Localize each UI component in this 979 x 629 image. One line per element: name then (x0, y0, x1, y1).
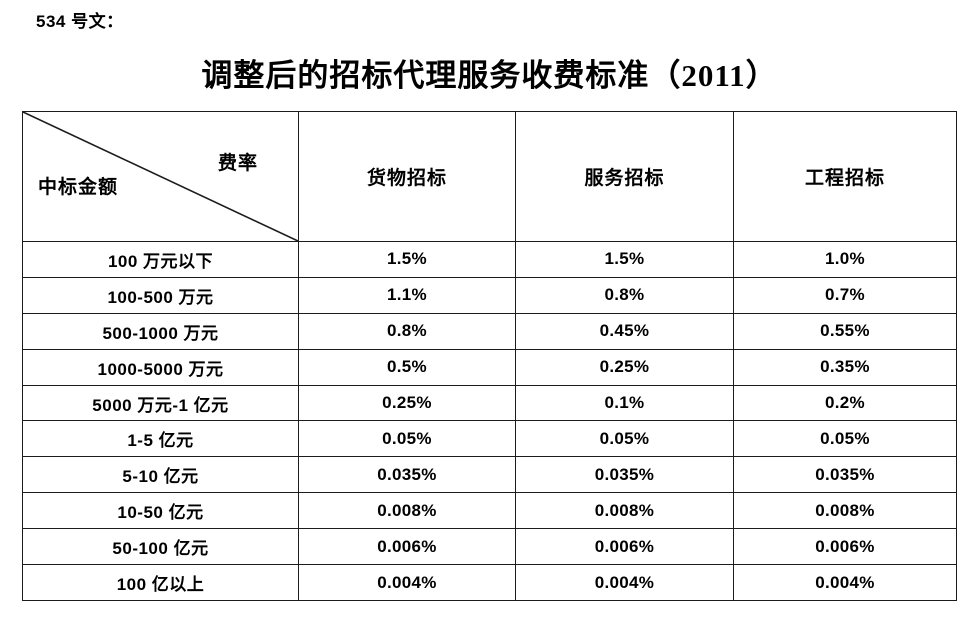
rate-cell: 0.8% (515, 276, 734, 314)
rate-cell: 0.55% (733, 312, 957, 350)
rate-cell: 0.25% (298, 384, 516, 422)
rate-cell: 1.5% (298, 241, 516, 278)
rate-cell: 0.004% (298, 564, 516, 601)
rate-cell: 1.5% (515, 241, 734, 278)
corner-diagonal-container: 费率 中标金额 (23, 112, 298, 241)
table-row: 50-100 亿元 0.006% 0.006% 0.006% (22, 528, 957, 566)
row-label: 1000-5000 万元 (22, 348, 299, 386)
row-label: 100 亿以上 (22, 564, 299, 601)
rate-cell: 0.008% (733, 492, 957, 530)
rate-cell: 0.035% (298, 456, 516, 494)
rate-cell: 1.1% (298, 276, 516, 314)
rate-cell: 0.004% (515, 564, 734, 601)
rate-cell: 0.05% (298, 420, 516, 458)
table-row: 500-1000 万元 0.8% 0.45% 0.55% (22, 312, 957, 350)
corner-header-cell: 费率 中标金额 (22, 111, 299, 242)
page-title: 调整后的招标代理服务收费标准（2011） (201, 58, 778, 93)
corner-label-rate: 费率 (217, 153, 258, 174)
rate-cell: 0.5% (298, 348, 516, 386)
rate-cell: 0.008% (298, 492, 516, 530)
rate-cell: 0.8% (298, 312, 516, 350)
rate-cell: 0.35% (733, 348, 957, 386)
rate-cell: 0.006% (515, 528, 734, 566)
fee-table-header: 费率 中标金额 货物招标 服务招标 工程招标 (22, 111, 957, 242)
rate-cell: 0.05% (515, 420, 734, 458)
rate-cell: 0.004% (733, 564, 957, 601)
row-label: 5-10 亿元 (22, 456, 299, 494)
row-label: 10-50 亿元 (22, 492, 299, 530)
rate-cell: 0.008% (515, 492, 734, 530)
rate-cell: 0.45% (515, 312, 734, 350)
rate-cell: 0.035% (733, 456, 957, 494)
table-row: 100 亿以上 0.004% 0.004% 0.004% (22, 564, 957, 601)
fee-table-body: 100 万元以下 1.5% 1.5% 1.0% 100-500 万元 1.1% … (22, 241, 957, 601)
table-row: 100 万元以下 1.5% 1.5% 1.0% (22, 241, 957, 278)
row-label: 5000 万元-1 亿元 (22, 384, 299, 422)
row-label: 100 万元以下 (22, 241, 299, 278)
table-row: 5000 万元-1 亿元 0.25% 0.1% 0.2% (22, 384, 957, 422)
table-row: 100-500 万元 1.1% 0.8% 0.7% (22, 276, 957, 314)
column-header-goods: 货物招标 (298, 111, 516, 242)
rate-cell: 0.7% (733, 276, 957, 314)
table-row: 10-50 亿元 0.008% 0.008% 0.008% (22, 492, 957, 530)
diagonal-line (23, 112, 298, 241)
row-label: 50-100 亿元 (22, 528, 299, 566)
rate-cell: 0.2% (733, 384, 957, 422)
corner-label-amount: 中标金额 (38, 177, 119, 198)
rate-cell: 0.05% (733, 420, 957, 458)
rate-cell: 0.25% (515, 348, 734, 386)
table-row: 5-10 亿元 0.035% 0.035% 0.035% (22, 456, 957, 494)
row-label: 500-1000 万元 (22, 312, 299, 350)
fee-table: 费率 中标金额 货物招标 服务招标 工程招标 100 万元以下 1.5% 1.5… (22, 111, 957, 601)
row-label: 100-500 万元 (22, 276, 299, 314)
rate-cell: 0.006% (298, 528, 516, 566)
column-header-engineering: 工程招标 (733, 111, 957, 242)
rate-cell: 1.0% (733, 241, 957, 278)
rate-cell: 0.035% (515, 456, 734, 494)
table-row: 1000-5000 万元 0.5% 0.25% 0.35% (22, 348, 957, 386)
table-row: 1-5 亿元 0.05% 0.05% 0.05% (22, 420, 957, 458)
header-row: 费率 中标金额 货物招标 服务招标 工程招标 (22, 111, 957, 242)
rate-cell: 0.006% (733, 528, 957, 566)
row-label: 1-5 亿元 (22, 420, 299, 458)
doc-number: 534 号文： (36, 12, 124, 31)
rate-cell: 0.1% (515, 384, 734, 422)
column-header-service: 服务招标 (515, 111, 734, 242)
